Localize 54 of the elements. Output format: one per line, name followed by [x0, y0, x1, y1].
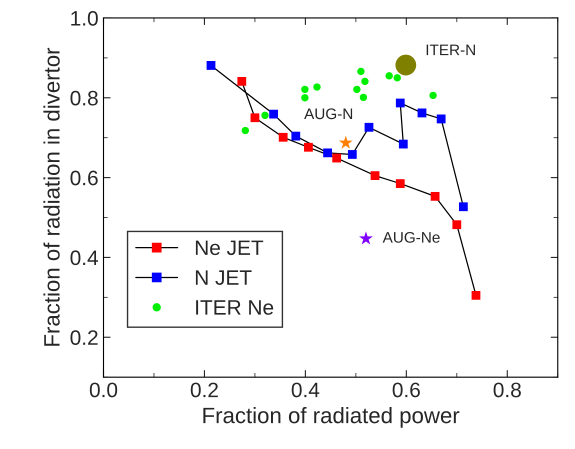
y-tick-label: 0.6	[70, 170, 98, 186]
point	[291, 132, 300, 140]
annotation: ITER-N	[426, 44, 475, 56]
point	[313, 83, 321, 91]
y-tick-label: 0.4	[70, 250, 98, 266]
point	[394, 74, 401, 82]
point	[338, 136, 353, 149]
y-axis-title: Fraction of radiation in divertor	[43, 48, 60, 346]
legend-label: ITER Ne	[196, 300, 274, 315]
annotation: AUG-Ne	[382, 232, 440, 243]
point	[386, 72, 393, 80]
point	[250, 113, 260, 122]
y-tick-label: 1.0	[71, 10, 98, 26]
annotation: AUG-N	[304, 108, 352, 120]
point	[206, 61, 216, 70]
point	[323, 148, 332, 158]
x-tick-label: 0.6	[392, 382, 420, 398]
point	[237, 77, 246, 86]
point	[361, 78, 369, 86]
point	[301, 94, 309, 102]
x-tick-label: 0.2	[190, 382, 218, 398]
point	[261, 112, 269, 120]
point	[348, 150, 357, 159]
point	[359, 231, 373, 245]
legend-label: Ne JET	[196, 240, 264, 256]
x-tick-label: 0.4	[292, 382, 320, 398]
point	[353, 86, 361, 94]
point	[301, 86, 309, 94]
y-tick-label: 0.2	[70, 330, 98, 346]
point	[360, 94, 368, 102]
point	[429, 92, 437, 100]
point	[395, 54, 416, 76]
point	[357, 68, 365, 76]
point	[436, 114, 446, 124]
point	[398, 140, 408, 148]
point	[242, 126, 249, 134]
point	[452, 220, 462, 230]
point	[472, 290, 480, 300]
point	[370, 171, 380, 180]
point	[304, 142, 313, 152]
point	[332, 154, 342, 162]
point	[278, 132, 288, 142]
y-tick-label: 0.8	[70, 90, 98, 106]
point	[396, 179, 405, 188]
point	[364, 122, 374, 132]
point	[396, 98, 405, 108]
x-tick-label: 0.8	[494, 382, 521, 398]
x-axis-title: Fraction of radiated power	[203, 406, 460, 428]
legend-label: N JET	[196, 270, 252, 285]
point	[458, 202, 468, 212]
x-tick-label: 0.0	[90, 382, 118, 398]
point	[269, 110, 278, 119]
point	[430, 192, 440, 201]
point	[418, 108, 426, 118]
